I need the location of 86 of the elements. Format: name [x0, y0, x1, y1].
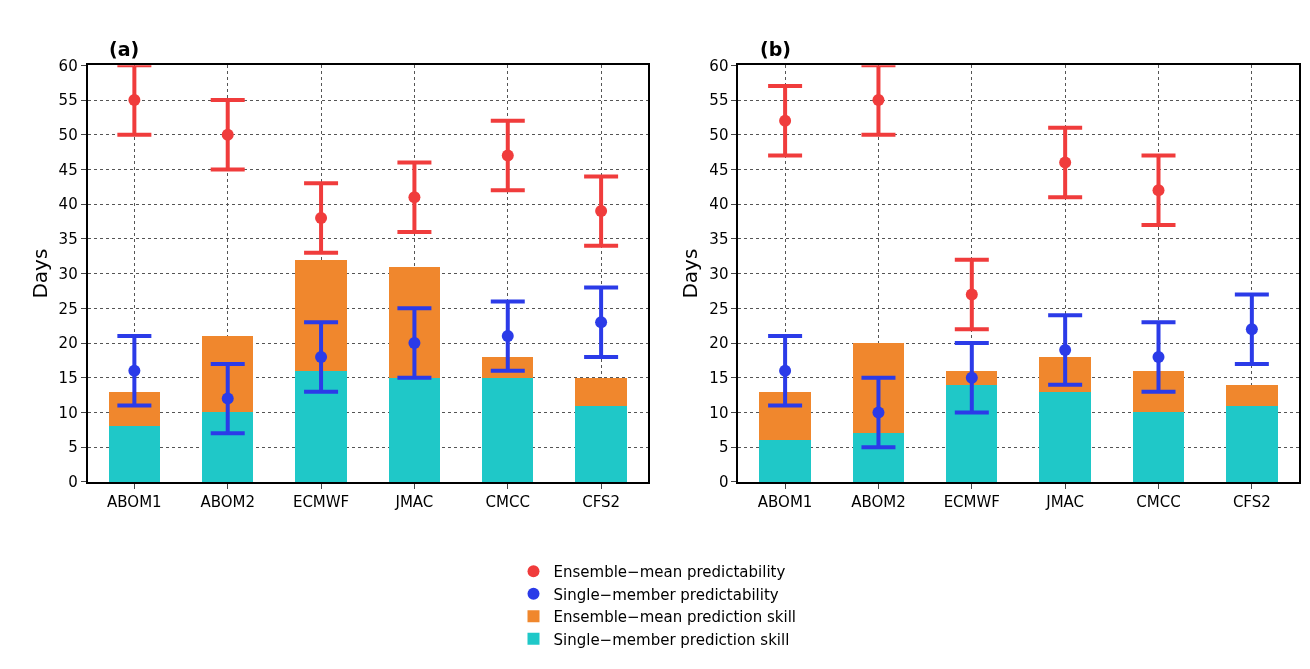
- bar: [1226, 384, 1278, 406]
- legend-label: Ensemble−mean predictability: [553, 563, 786, 582]
- bar: [759, 440, 811, 482]
- y-tick-label: 45: [58, 160, 78, 179]
- legend-label: Ensemble−mean prediction skill: [553, 608, 796, 627]
- x-tick-label: CFS2: [1232, 492, 1271, 511]
- legend-label: Single−member prediction skill: [553, 630, 790, 649]
- x-tick-label: ABOM1: [757, 492, 813, 511]
- x-tick-label: ECMWF: [943, 492, 1000, 511]
- x-tick-label: ABOM2: [200, 492, 256, 511]
- point: [1245, 323, 1258, 336]
- y-tick-label: 20: [709, 334, 729, 353]
- point: [1059, 343, 1072, 356]
- y-tick-label: 0: [68, 473, 78, 492]
- y-tick-label: 40: [709, 195, 729, 214]
- legend-label: Single−member predictability: [553, 585, 779, 604]
- bar: [852, 343, 905, 434]
- bar: [759, 391, 811, 441]
- bar: [482, 377, 534, 482]
- y-tick-label: 40: [58, 195, 78, 214]
- y-tick-label: 55: [709, 91, 729, 110]
- y-tick-label: 25: [58, 299, 78, 318]
- y-tick-label: 55: [58, 91, 78, 110]
- bar: [1039, 391, 1091, 482]
- point: [872, 406, 885, 419]
- bar: [295, 259, 347, 371]
- point: [595, 205, 608, 218]
- point: [221, 392, 234, 405]
- bar: [946, 384, 998, 482]
- point: [221, 128, 234, 141]
- y-tick-label: 25: [709, 299, 729, 318]
- bar: [1226, 405, 1278, 482]
- y-tick-label: 50: [709, 125, 729, 144]
- point: [501, 149, 514, 162]
- y-tick-label: 15: [709, 369, 729, 388]
- bar: [202, 412, 254, 482]
- point: [408, 191, 421, 204]
- point: [1059, 156, 1072, 169]
- y-tick-label: 15: [58, 369, 78, 388]
- y-tick-label: 5: [718, 438, 729, 457]
- point: [1152, 184, 1165, 197]
- y-axis-title: Days: [27, 248, 52, 299]
- y-tick-label: 60: [58, 56, 78, 75]
- point: [315, 350, 328, 363]
- x-tick-label: ABOM2: [851, 492, 906, 511]
- point: [501, 330, 514, 343]
- y-tick-label: 35: [709, 230, 729, 249]
- bar: [295, 370, 347, 482]
- bar: [575, 377, 627, 406]
- y-tick-label: 20: [58, 334, 78, 353]
- y-tick-label: 10: [709, 403, 729, 422]
- point: [128, 364, 141, 377]
- point: [965, 288, 978, 301]
- bar: [108, 426, 161, 482]
- chart-title: (a): [109, 38, 140, 60]
- y-tick-label: 0: [718, 473, 729, 492]
- point: [779, 114, 792, 127]
- x-tick-label: JMAC: [394, 492, 434, 511]
- y-tick-label: 45: [709, 160, 729, 179]
- bar: [852, 433, 905, 482]
- bar: [1132, 412, 1185, 482]
- point: [1152, 350, 1165, 363]
- bar: [575, 405, 627, 482]
- x-tick-label: CFS2: [582, 492, 621, 511]
- x-tick-label: CMCC: [1136, 492, 1181, 511]
- x-tick-label: ABOM1: [107, 492, 162, 511]
- point: [872, 94, 885, 106]
- y-tick-label: 10: [58, 403, 78, 422]
- point: [779, 364, 792, 377]
- y-tick-label: 30: [58, 264, 78, 283]
- y-tick-label: 30: [709, 264, 729, 283]
- point: [315, 212, 328, 225]
- bar: [202, 336, 254, 413]
- bar: [388, 377, 441, 482]
- point: [595, 316, 608, 329]
- y-tick-label: 60: [709, 56, 729, 75]
- point: [128, 94, 141, 106]
- y-tick-label: 35: [58, 230, 78, 249]
- point: [408, 337, 421, 350]
- y-axis-title: Days: [678, 248, 703, 299]
- y-tick-label: 50: [58, 125, 78, 144]
- y-tick-label: 5: [68, 438, 78, 457]
- x-tick-label: CMCC: [485, 492, 530, 511]
- chart-title: (b): [760, 38, 791, 60]
- x-tick-label: JMAC: [1045, 492, 1085, 511]
- x-tick-label: ECMWF: [292, 492, 350, 511]
